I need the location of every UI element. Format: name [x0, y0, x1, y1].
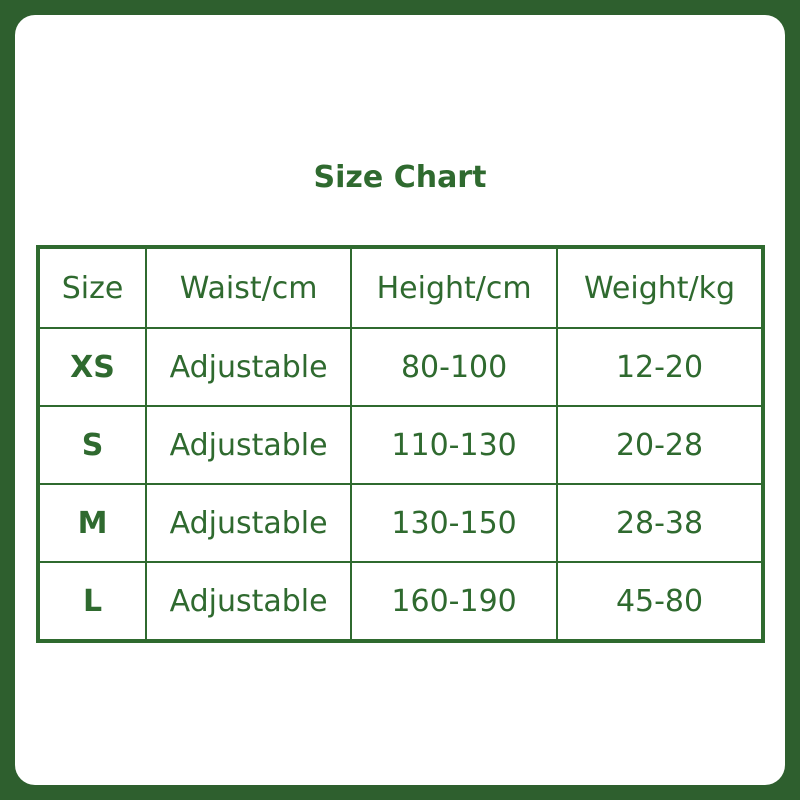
header-size: Size [36, 246, 148, 329]
waist-cell: Adjustable [145, 561, 353, 642]
page-title: Size Chart [313, 160, 487, 195]
size-cell: M [36, 483, 148, 563]
weight-cell: 45-80 [556, 561, 764, 642]
waist-cell: Adjustable [145, 327, 353, 407]
size-cell: XS [36, 327, 148, 407]
waist-cell: Adjustable [145, 483, 353, 563]
height-cell: 80-100 [350, 327, 559, 407]
weight-cell: 28-38 [556, 483, 764, 563]
table-row: S Adjustable 110-130 20-28 [36, 405, 764, 485]
header-weight: Weight/kg [556, 246, 764, 329]
header-height: Height/cm [350, 246, 559, 329]
table-row: XS Adjustable 80-100 12-20 [36, 327, 764, 407]
height-cell: 110-130 [350, 405, 559, 485]
table-header-row: Size Waist/cm Height/cm Weight/kg [36, 246, 764, 329]
size-cell: S [36, 405, 148, 485]
table-row: L Adjustable 160-190 45-80 [36, 561, 764, 642]
size-cell: L [36, 561, 148, 642]
weight-cell: 12-20 [556, 327, 764, 407]
height-cell: 160-190 [350, 561, 559, 642]
waist-cell: Adjustable [145, 405, 353, 485]
size-chart-table: Size Waist/cm Height/cm Weight/kg XS Adju… [36, 245, 765, 643]
weight-cell: 20-28 [556, 405, 764, 485]
height-cell: 130-150 [350, 483, 559, 563]
table-row: M Adjustable 130-150 28-38 [36, 483, 764, 563]
header-waist: Waist/cm [145, 246, 353, 329]
